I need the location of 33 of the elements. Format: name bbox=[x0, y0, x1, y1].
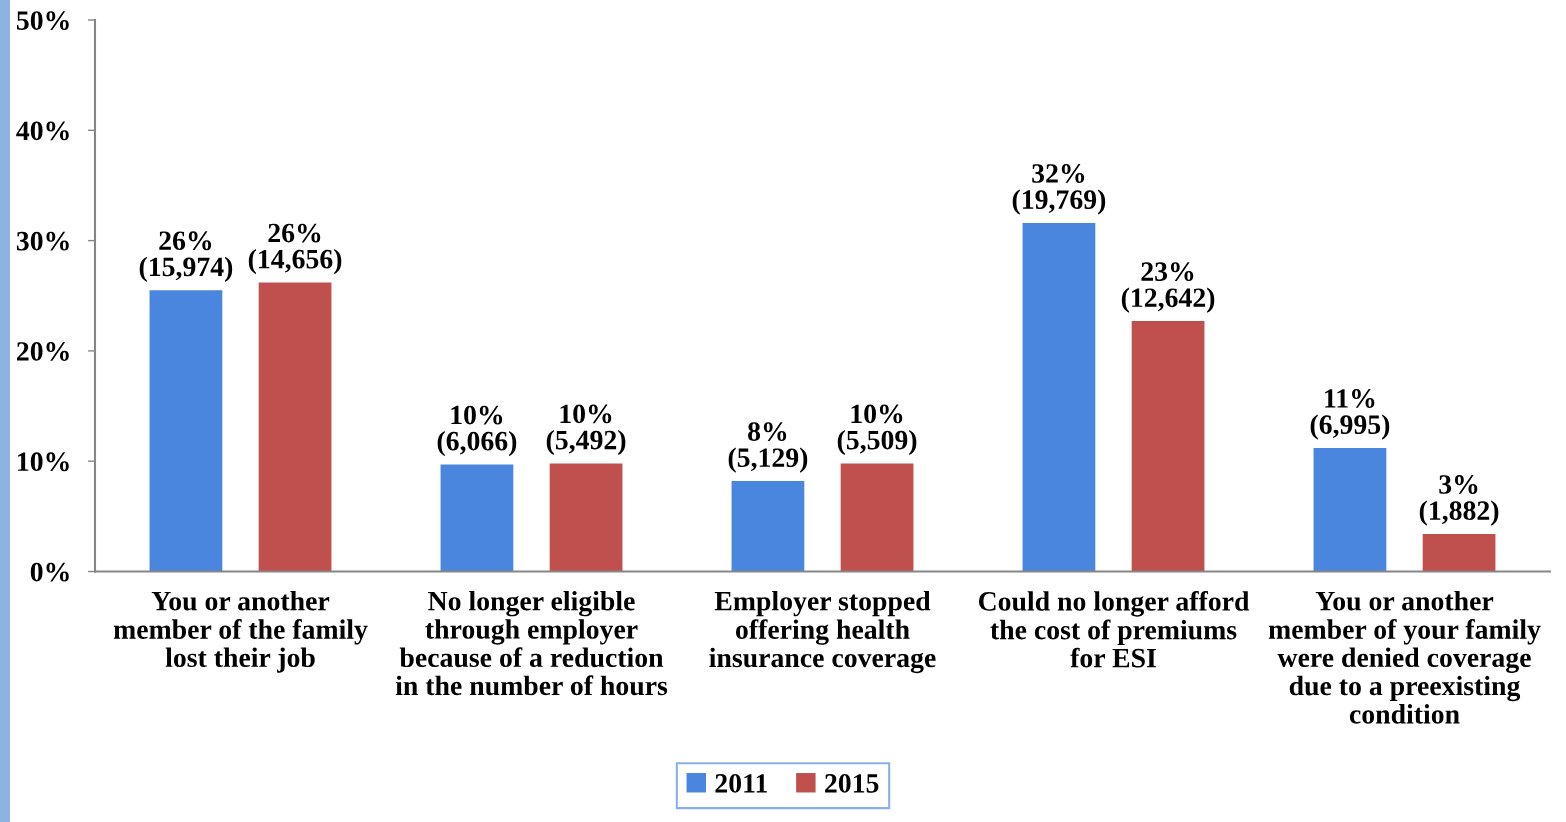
x-tick-label: You or another member of your family were denied coverage due to a preexisting condition bbox=[1268, 590, 1541, 724]
data-label: 23% (12,642) bbox=[1121, 262, 1215, 313]
x-tick-label: Could no longer afford the cost of premiums for ESI bbox=[978, 590, 1250, 668]
bar bbox=[1022, 222, 1096, 572]
bar bbox=[440, 464, 514, 572]
y-tick-label: 10% bbox=[18, 452, 69, 472]
x-tick-label: You or another member of the family lost their job bbox=[113, 590, 368, 673]
x-tick-label: No longer eligible through employer because of a reduction in the number of hours bbox=[395, 590, 668, 696]
y-tick-label: 50% bbox=[16, 11, 69, 30]
data-label: 26% (14,656) bbox=[248, 223, 342, 275]
legend-label: 2011 bbox=[715, 774, 767, 793]
data-label: 10% (6,066) bbox=[437, 405, 517, 457]
bar bbox=[549, 463, 623, 572]
bar bbox=[1131, 321, 1205, 572]
data-label: 10% (5,492) bbox=[546, 404, 626, 456]
data-label: 10% (5,509) bbox=[837, 404, 917, 456]
bar bbox=[1422, 534, 1496, 572]
data-label: 3% (1,882) bbox=[1419, 475, 1499, 526]
data-label: 8% (5,129) bbox=[728, 422, 808, 473]
bar bbox=[149, 290, 223, 572]
y-tick-label: 0% bbox=[30, 562, 69, 582]
y-tick-label: 30% bbox=[16, 231, 69, 251]
bar bbox=[258, 282, 332, 572]
y-tick-label: 20% bbox=[17, 342, 69, 361]
data-label: 11% (6,995) bbox=[1310, 389, 1390, 440]
bar bbox=[1313, 447, 1387, 572]
bar bbox=[731, 481, 805, 572]
x-tick-label: Employer stopped offering health insurance coverage bbox=[709, 590, 936, 674]
data-label: 32% (19,769) bbox=[1012, 164, 1106, 215]
y-tick-label: 40% bbox=[16, 121, 69, 141]
bar bbox=[840, 463, 914, 572]
legend-label: 2015 bbox=[825, 774, 879, 793]
data-label: 26% (15,974) bbox=[139, 231, 233, 282]
